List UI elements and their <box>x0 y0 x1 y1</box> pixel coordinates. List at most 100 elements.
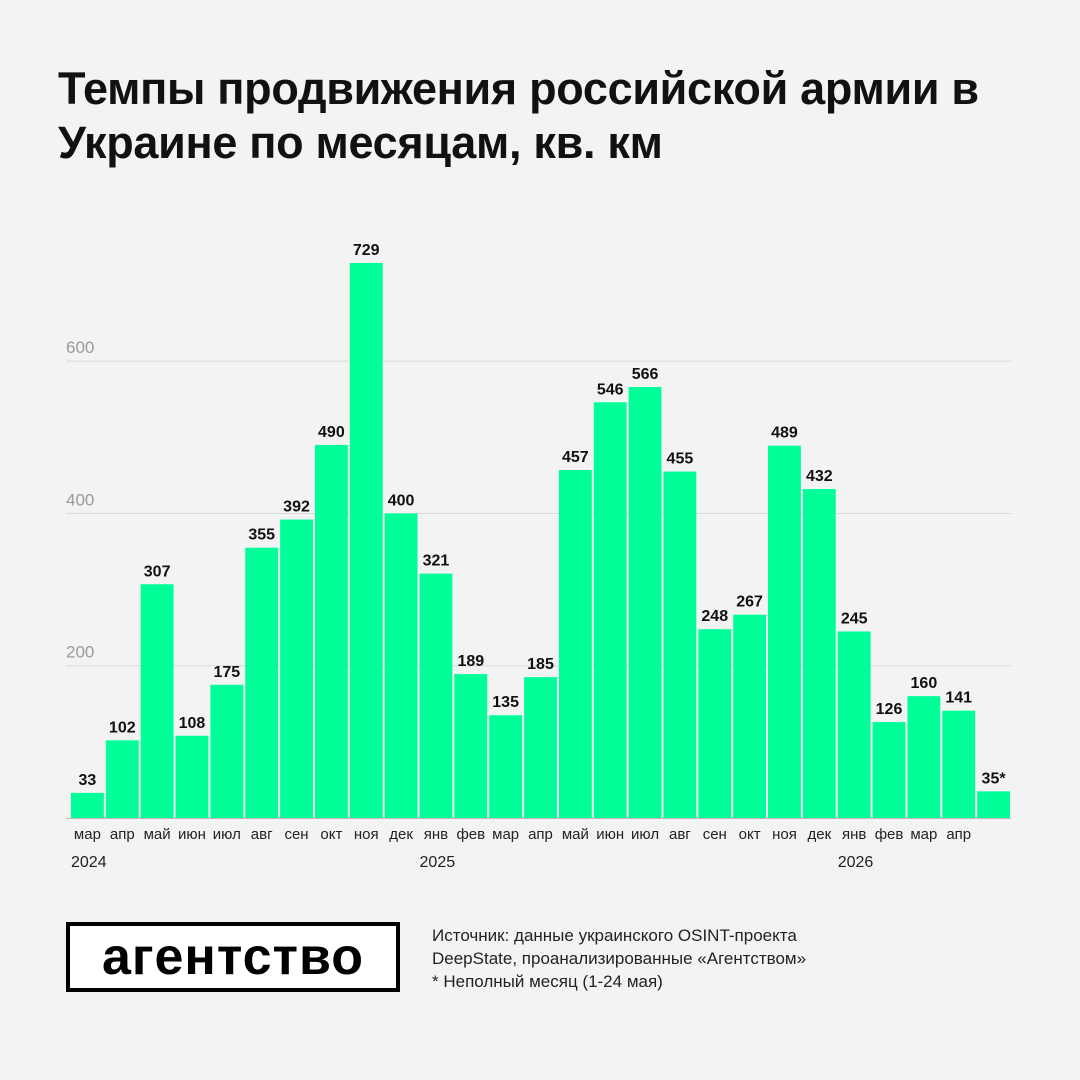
bar-value-label: 33 <box>79 772 97 789</box>
x-year-label: 2026 <box>838 854 874 871</box>
bar <box>942 710 976 818</box>
bar <box>71 792 104 818</box>
bar-value-label: 185 <box>527 656 554 673</box>
bars <box>71 262 1010 818</box>
source-line: DeepState, проанализированные «Агентство… <box>432 949 807 968</box>
bar <box>802 489 836 818</box>
bar-value-label: 432 <box>806 468 833 485</box>
x-category-label: дек <box>807 826 831 843</box>
x-category-label: сен <box>703 826 727 843</box>
bar <box>105 740 139 818</box>
bar <box>837 631 871 818</box>
x-category-label: янв <box>424 826 448 843</box>
bar-value-label: 490 <box>318 424 345 441</box>
bar-value-label: 160 <box>911 675 938 692</box>
x-category-label: фев <box>456 826 485 843</box>
x-category-label: июн <box>596 826 624 843</box>
bar <box>489 715 523 818</box>
bar-value-label: 489 <box>771 425 798 442</box>
bar <box>628 387 662 818</box>
bar <box>977 791 1010 818</box>
y-tick-label: 600 <box>66 338 94 357</box>
bar-value-label: 355 <box>248 527 275 544</box>
source-note: Источник: данные украинского OSINT-проек… <box>432 924 1032 993</box>
x-category-label: мар <box>492 826 519 843</box>
y-tick-label: 200 <box>66 643 94 662</box>
bar-value-label: 457 <box>562 449 589 466</box>
bar-value-label: 189 <box>457 653 484 670</box>
bar <box>524 677 557 818</box>
bar-value-label: 175 <box>213 664 240 681</box>
bar-value-label: 267 <box>736 594 763 611</box>
bar-value-label: 248 <box>701 608 728 625</box>
source-line: Источник: данные украинского OSINT-проек… <box>432 926 797 945</box>
x-category-label: апр <box>110 826 135 843</box>
bar <box>384 513 418 818</box>
bar-value-label: 135 <box>492 694 519 711</box>
bar-value-label: 102 <box>109 719 136 736</box>
x-category-label: сен <box>284 826 308 843</box>
grid-lines <box>66 360 1011 667</box>
y-tick-label: 400 <box>66 490 94 509</box>
x-category-label: июн <box>178 826 206 843</box>
y-axis-tick-labels: 200 400 600 <box>66 338 94 662</box>
bar <box>872 722 906 818</box>
bar-value-label: 400 <box>388 492 415 509</box>
logo-text: агентство <box>101 928 365 986</box>
value-labels: 33 102 307 108 175 355 392 490 729 400 321 189 135 18… <box>79 242 1007 789</box>
bar <box>245 547 279 818</box>
x-category-label: апр <box>528 826 553 843</box>
bar <box>593 402 627 818</box>
x-category-label: апр <box>946 826 971 843</box>
x-category-label: авг <box>251 826 273 843</box>
bar <box>314 444 348 818</box>
x-category-label: июл <box>631 826 659 843</box>
bar <box>907 696 941 818</box>
x-category-label: дек <box>389 826 413 843</box>
bar-value-label: 546 <box>597 381 624 398</box>
bar <box>349 262 383 818</box>
x-category-label: ноя <box>772 826 797 843</box>
bar-value-label: 321 <box>423 553 450 570</box>
footnote-line: * Неполный месяц (1-24 мая) <box>432 972 663 991</box>
bar-value-label: 566 <box>632 366 659 383</box>
x-year-label: 2024 <box>71 854 107 871</box>
chart-title: Темпы продвижения российской армии в Укр… <box>58 63 979 168</box>
bar <box>663 471 697 818</box>
bar <box>140 584 174 818</box>
x-category-label: ноя <box>354 826 379 843</box>
bar-value-label: 307 <box>144 563 171 580</box>
x-axis-year-labels: 2024 2025 2026 <box>71 854 873 871</box>
bar-value-label: 392 <box>283 499 310 516</box>
x-category-label: янв <box>842 826 866 843</box>
x-category-label: мар <box>910 826 937 843</box>
x-category-label: май <box>562 826 589 843</box>
bar-value-label: 126 <box>876 701 903 718</box>
x-category-label: окт <box>320 826 342 843</box>
x-category-label: июл <box>213 826 241 843</box>
bar-value-label: 35* <box>982 770 1007 787</box>
x-axis-category-labels: мар апр май июн июл авг сен окт ноя дек янв фев мар а… <box>74 826 971 843</box>
bar <box>454 674 488 818</box>
bar <box>698 629 732 818</box>
x-category-label: окт <box>739 826 761 843</box>
bar <box>419 573 453 818</box>
bar-value-label: 141 <box>945 690 972 707</box>
agentstvo-logo: агентство <box>66 922 400 992</box>
bar-value-label: 455 <box>667 451 694 468</box>
bar <box>210 684 244 818</box>
bar <box>175 735 209 818</box>
bar-value-label: 108 <box>179 715 206 732</box>
bar <box>280 519 313 818</box>
x-category-label: фев <box>875 826 904 843</box>
x-year-label: 2025 <box>420 854 456 871</box>
bar <box>733 614 767 818</box>
x-category-label: май <box>144 826 171 843</box>
bar-value-label: 245 <box>841 610 868 627</box>
bar <box>558 470 592 818</box>
bar-value-label: 729 <box>353 242 380 259</box>
x-category-label: авг <box>669 826 691 843</box>
bar <box>768 445 801 818</box>
x-category-label: мар <box>74 826 101 843</box>
